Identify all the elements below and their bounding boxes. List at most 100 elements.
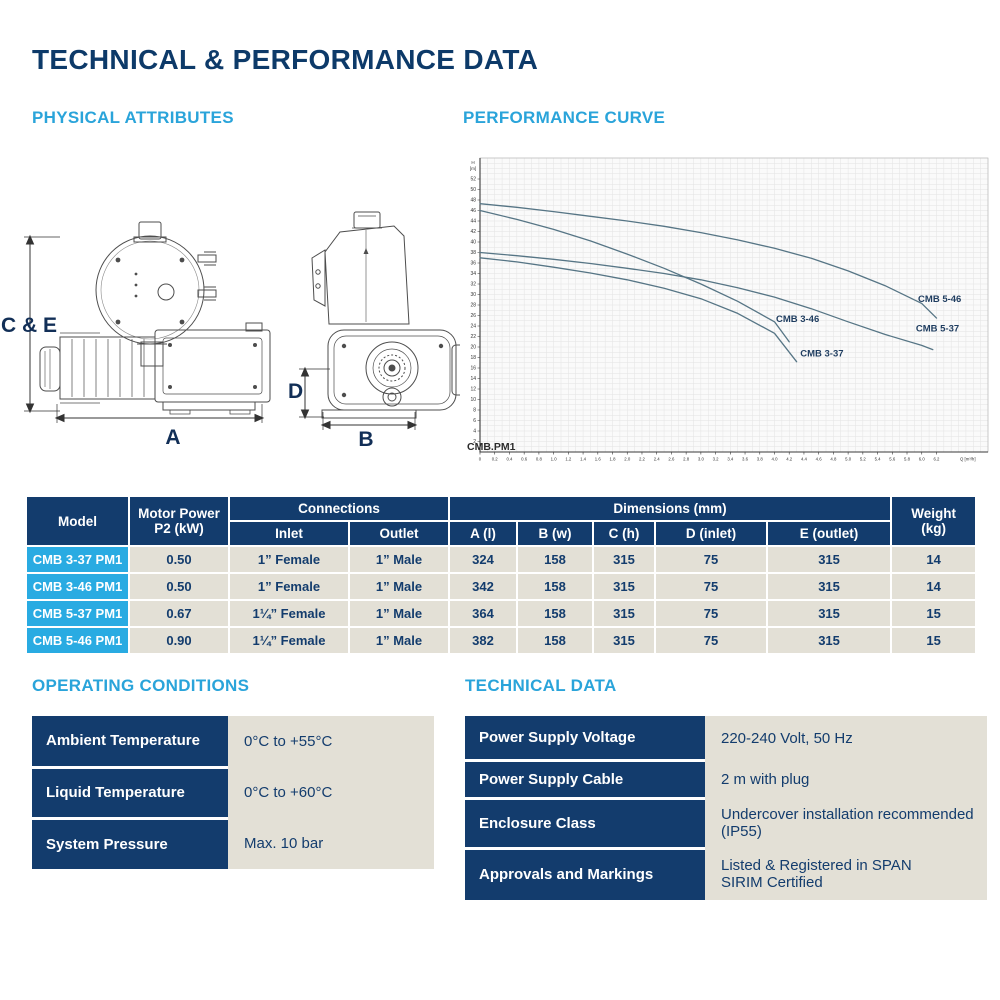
col-header-outlet: Outlet	[347, 520, 451, 547]
x-tick-label: 4.6	[816, 457, 823, 462]
y-tick-label: 52	[470, 177, 476, 183]
kv-label: Power Supply Voltage	[465, 716, 705, 762]
curve-label-CMB-5-46: CMB 5-46	[918, 294, 961, 305]
y-tick-label: 20	[470, 345, 476, 351]
x-tick-label: 3.8	[757, 457, 764, 462]
curve-CMB-3-46	[479, 209, 790, 343]
spec-cell-motor_power: 0.50	[128, 572, 230, 601]
spec-cell-weight: 14	[890, 572, 978, 601]
kv-row: Approvals and Markings Listed & Registere…	[465, 848, 987, 900]
x-tick-label: 1.4	[580, 457, 587, 462]
spec-model-cell: CMB 3-46 PM1	[25, 572, 130, 601]
pm-port-fittings	[197, 251, 217, 301]
x-tick-label: 3.0	[698, 457, 705, 462]
kv-row: Power Supply Voltage 220-240 Volt, 50 Hz	[465, 716, 987, 762]
chart-corner-label: CMB.PM1	[467, 441, 516, 453]
x-tick-label: 1.0	[551, 457, 558, 462]
spec-cell-motor_power: 0.50	[128, 545, 230, 574]
spec-table: Model Motor Power P2 (kW) Connections Di…	[25, 495, 978, 655]
x-tick-label: 1.6	[595, 457, 602, 462]
kv-row: Ambient Temperature 0°C to +55°C	[32, 716, 434, 769]
spec-cell-d: 75	[654, 572, 769, 601]
x-tick-label: 4.4	[801, 457, 808, 462]
spec-model-cell: CMB 3-37 PM1	[25, 545, 130, 574]
dimension-arrow-length	[54, 404, 265, 423]
heading-technical-data: TECHNICAL DATA	[465, 676, 617, 695]
y-tick-label: 16	[470, 366, 476, 372]
y-tick-label: 6	[473, 418, 476, 424]
x-tick-label: 3.2	[713, 457, 720, 462]
kv-row: Power Supply Cable 2 m with plug	[465, 760, 987, 800]
col-header-weight: Weight (kg)	[890, 495, 978, 547]
heading-performance-curve: PERFORMANCE CURVE	[463, 108, 666, 127]
spec-cell-weight: 14	[890, 545, 978, 574]
y-axis-title: H	[471, 160, 474, 165]
spec-cell-b: 158	[516, 545, 595, 574]
kv-label: Enclosure Class	[465, 798, 705, 850]
y-tick-label: 34	[470, 271, 476, 277]
spec-cell-motor_power: 0.67	[128, 599, 230, 628]
spec-cell-motor_power: 0.90	[128, 626, 230, 655]
spec-cell-e: 315	[766, 545, 893, 574]
kv-label: Power Supply Cable	[465, 760, 705, 800]
y-tick-label: 36	[470, 261, 476, 267]
spec-cell-inlet: 1¼” Female	[228, 599, 350, 628]
x-tick-label: 5.2	[860, 457, 867, 462]
x-tick-label: 0.2	[492, 457, 499, 462]
x-tick-label: 2.6	[668, 457, 675, 462]
spec-cell-d: 75	[654, 545, 769, 574]
y-tick-label: 38	[470, 250, 476, 256]
y-tick-label: 24	[470, 324, 476, 330]
col-header-inlet: Inlet	[228, 520, 350, 547]
axes	[479, 158, 988, 453]
y-tick-label: 46	[470, 208, 476, 214]
spec-cell-a: 342	[448, 572, 519, 601]
dimension-arrow-width	[320, 412, 418, 430]
y-tick-label: 44	[470, 219, 476, 225]
y-axis-title: [m]	[470, 166, 476, 171]
kv-row: System Pressure Max. 10 bar	[32, 818, 434, 869]
spec-cell-b: 158	[516, 599, 595, 628]
y-tick-label: 2	[473, 439, 476, 445]
kv-label: System Pressure	[32, 818, 228, 869]
x-tick-label: 5.6	[889, 457, 896, 462]
spec-model-cell: CMB 5-46 PM1	[25, 626, 130, 655]
spec-cell-a: 324	[448, 545, 519, 574]
spec-cell-outlet: 1” Male	[347, 599, 451, 628]
spec-cell-weight: 15	[890, 599, 978, 628]
spec-table-row: CMB 5-46 PM1 0.90 1¼” Female 1” Male 382 158 3…	[25, 626, 978, 655]
dimension-label-height: C & E	[1, 314, 57, 337]
y-tick-label: 4	[473, 429, 476, 435]
y-tick-label: 12	[470, 387, 476, 393]
x-tick-label: 4.8	[830, 457, 837, 462]
kv-value: 0°C to +60°C	[228, 767, 434, 818]
curve-CMB-3-37	[479, 257, 798, 363]
x-tick-label: 0.8	[536, 457, 543, 462]
spec-cell-c: 315	[592, 545, 657, 574]
y-tick-label: 26	[470, 313, 476, 319]
operating-conditions-table: Ambient Temperature 0°C to +55°C Liquid Te…	[32, 716, 434, 869]
spec-cell-d: 75	[654, 626, 769, 655]
kv-value: 2 m with plug	[705, 760, 987, 798]
x-tick-label: 2.8	[683, 457, 690, 462]
kv-label: Ambient Temperature	[32, 716, 228, 769]
spec-cell-outlet: 1” Male	[347, 626, 451, 655]
x-tick-label: 5.0	[845, 457, 852, 462]
curve-label-CMB-5-37: CMB 5-37	[916, 323, 959, 334]
spec-cell-c: 315	[592, 626, 657, 655]
spec-cell-weight: 15	[890, 626, 978, 655]
x-tick-label: 5.8	[904, 457, 911, 462]
col-header-dim-c: C (h)	[592, 520, 657, 547]
spec-cell-d: 75	[654, 599, 769, 628]
spec-cell-e: 315	[766, 572, 893, 601]
x-tick-label: 1.2	[565, 457, 572, 462]
y-tick-label: 40	[470, 240, 476, 246]
y-tick-label: 22	[470, 334, 476, 340]
physical-attributes-diagram: C & E A	[1, 211, 460, 451]
curve-label-CMB-3-46: CMB 3-46	[776, 314, 819, 325]
y-tick-label: 28	[470, 303, 476, 309]
spec-cell-b: 158	[516, 572, 595, 601]
heading-operating-conditions: OPERATING CONDITIONS	[32, 676, 250, 695]
curve-label-CMB-3-37: CMB 3-37	[800, 348, 843, 359]
kv-value: Listed & Registered in SPAN SIRIM Certif…	[705, 848, 987, 900]
